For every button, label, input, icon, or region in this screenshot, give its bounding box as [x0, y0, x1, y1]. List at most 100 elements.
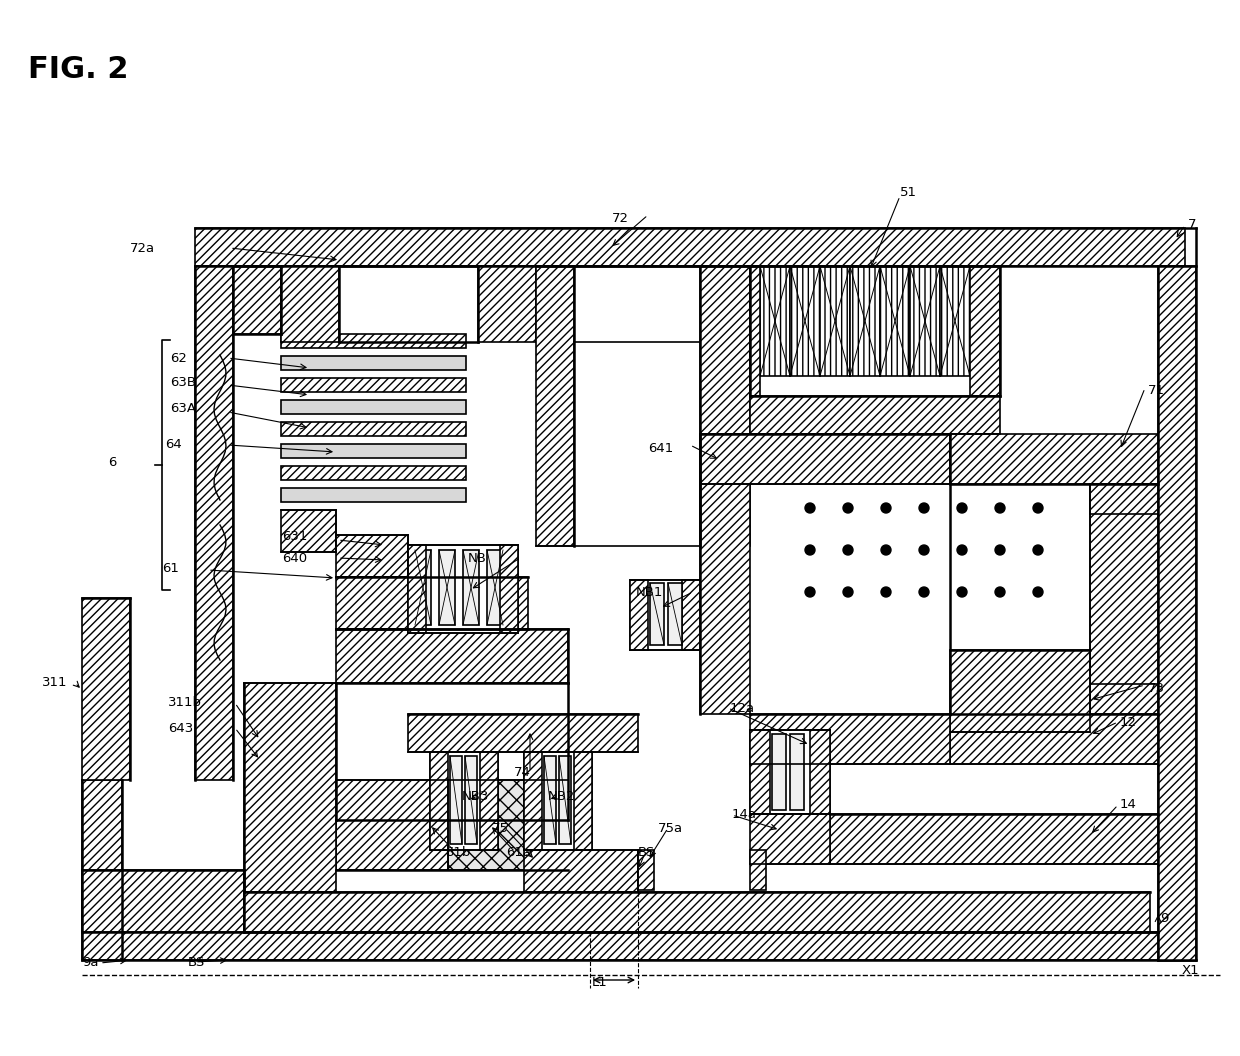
- Polygon shape: [336, 780, 448, 870]
- Polygon shape: [195, 266, 233, 780]
- Polygon shape: [500, 545, 518, 633]
- Text: 641: 641: [649, 441, 673, 454]
- Circle shape: [1033, 545, 1043, 555]
- Text: 74: 74: [515, 766, 531, 778]
- Polygon shape: [1090, 484, 1158, 514]
- Text: 63B: 63B: [170, 376, 196, 389]
- Polygon shape: [810, 730, 830, 814]
- Polygon shape: [820, 266, 849, 376]
- Circle shape: [805, 587, 815, 597]
- Text: 61a: 61a: [506, 846, 531, 859]
- Polygon shape: [750, 850, 766, 890]
- Polygon shape: [463, 550, 479, 625]
- Polygon shape: [790, 266, 820, 376]
- Polygon shape: [465, 756, 477, 844]
- Polygon shape: [82, 780, 122, 932]
- Polygon shape: [336, 577, 528, 629]
- Polygon shape: [415, 550, 432, 625]
- Polygon shape: [830, 814, 1158, 864]
- Circle shape: [957, 587, 967, 597]
- Text: 71: 71: [1148, 383, 1166, 396]
- Polygon shape: [244, 892, 1149, 932]
- Polygon shape: [487, 550, 503, 625]
- Circle shape: [994, 545, 1004, 555]
- Polygon shape: [336, 629, 568, 683]
- Polygon shape: [910, 266, 940, 376]
- Polygon shape: [281, 466, 466, 480]
- Circle shape: [880, 503, 892, 513]
- Polygon shape: [701, 434, 750, 714]
- Text: 72a: 72a: [130, 242, 155, 254]
- Polygon shape: [477, 266, 536, 342]
- Circle shape: [994, 503, 1004, 513]
- Text: BS: BS: [639, 847, 655, 860]
- Polygon shape: [880, 266, 910, 376]
- Text: 75a: 75a: [658, 822, 683, 834]
- Text: 12a: 12a: [730, 701, 755, 715]
- Polygon shape: [82, 932, 1158, 960]
- Polygon shape: [682, 580, 701, 650]
- Polygon shape: [970, 266, 999, 396]
- Circle shape: [919, 545, 929, 555]
- Polygon shape: [630, 580, 701, 650]
- Polygon shape: [430, 752, 448, 850]
- Polygon shape: [233, 266, 281, 334]
- Polygon shape: [574, 752, 591, 850]
- Text: 311b: 311b: [167, 697, 202, 710]
- Polygon shape: [750, 714, 950, 763]
- Polygon shape: [630, 580, 649, 650]
- Polygon shape: [408, 545, 427, 633]
- Polygon shape: [701, 266, 750, 546]
- Text: FIG. 2: FIG. 2: [29, 55, 129, 84]
- Text: 640: 640: [281, 551, 308, 565]
- Polygon shape: [525, 850, 639, 892]
- Text: 6: 6: [108, 455, 117, 469]
- Circle shape: [1033, 503, 1043, 513]
- Polygon shape: [82, 870, 244, 932]
- Text: 75: 75: [492, 822, 508, 834]
- Polygon shape: [439, 550, 455, 625]
- Polygon shape: [281, 378, 466, 392]
- Text: 72: 72: [613, 211, 629, 225]
- Polygon shape: [773, 734, 786, 810]
- Polygon shape: [940, 266, 970, 376]
- Polygon shape: [430, 752, 498, 850]
- Text: 61: 61: [162, 562, 179, 574]
- Polygon shape: [281, 356, 466, 370]
- Polygon shape: [408, 714, 639, 752]
- Circle shape: [805, 503, 815, 513]
- Circle shape: [805, 545, 815, 555]
- Polygon shape: [450, 756, 463, 844]
- Text: NB1: NB1: [636, 585, 663, 599]
- Polygon shape: [281, 400, 466, 414]
- Text: BS: BS: [188, 956, 206, 968]
- Polygon shape: [281, 266, 339, 342]
- Circle shape: [880, 545, 892, 555]
- Polygon shape: [760, 266, 790, 376]
- Polygon shape: [1158, 266, 1197, 961]
- Polygon shape: [408, 545, 518, 633]
- Circle shape: [957, 503, 967, 513]
- Polygon shape: [750, 730, 770, 814]
- Text: 311: 311: [42, 677, 67, 690]
- Polygon shape: [244, 683, 336, 892]
- Text: 14: 14: [1120, 798, 1137, 811]
- Text: 63A: 63A: [170, 401, 196, 415]
- Circle shape: [1033, 587, 1043, 597]
- Polygon shape: [480, 752, 498, 850]
- Polygon shape: [336, 821, 568, 870]
- Polygon shape: [849, 266, 880, 376]
- Text: 14a: 14a: [732, 809, 756, 822]
- Polygon shape: [281, 510, 336, 552]
- Circle shape: [843, 545, 853, 555]
- Circle shape: [994, 587, 1004, 597]
- Text: 62: 62: [170, 352, 187, 364]
- Text: NB3: NB3: [463, 790, 490, 803]
- Polygon shape: [950, 434, 1158, 484]
- Text: 9a: 9a: [82, 956, 98, 968]
- Text: NB: NB: [467, 551, 487, 565]
- Polygon shape: [336, 535, 408, 577]
- Polygon shape: [544, 756, 556, 844]
- Text: 631: 631: [281, 530, 308, 544]
- Polygon shape: [750, 396, 999, 434]
